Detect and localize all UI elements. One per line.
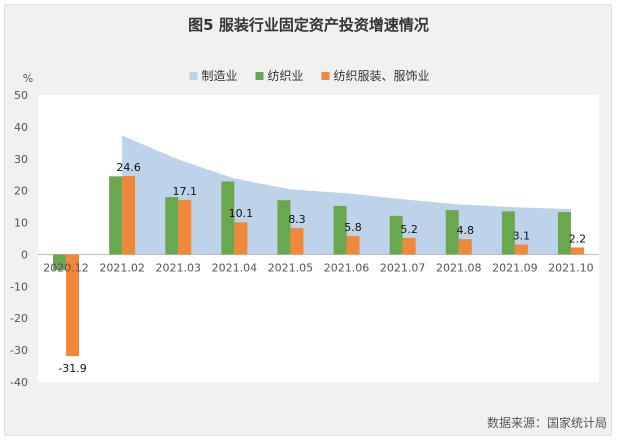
x-tick-label: 2021.08 — [436, 261, 482, 274]
bar-textile — [109, 176, 123, 255]
bar-apparel — [178, 199, 192, 255]
bar-apparel — [234, 222, 248, 255]
bar-apparel — [346, 235, 360, 255]
x-tick-label: 2021.09 — [492, 261, 538, 274]
x-tick-label: 2021.03 — [156, 261, 202, 274]
bar-textile — [221, 181, 235, 255]
bar-textile — [333, 205, 347, 255]
y-tick-label: 30 — [14, 153, 28, 166]
bar-apparel — [570, 247, 584, 255]
legend-label: 制造业 — [202, 69, 238, 83]
legend-label: 纺织服装、服饰业 — [334, 69, 430, 83]
x-tick-label: 2021.07 — [380, 261, 426, 274]
bar-apparel — [458, 239, 472, 255]
y-tick-label: -40 — [10, 376, 28, 389]
bar-textile — [557, 212, 571, 255]
data-source: 数据来源：国家统计局 — [486, 416, 607, 430]
data-label-apparel: 5.8 — [344, 221, 362, 234]
bar-textile — [53, 254, 67, 271]
bar-textile — [445, 210, 459, 255]
y-tick-label: -20 — [10, 312, 28, 325]
x-tick-label: 2021.02 — [99, 261, 145, 274]
data-label-apparel: 3.1 — [513, 230, 531, 243]
bar-apparel — [122, 175, 136, 255]
bar-textile — [277, 200, 291, 255]
bar-textile — [389, 215, 403, 255]
x-tick-label: 2021.06 — [324, 261, 370, 274]
legend-swatch — [189, 72, 198, 80]
bar-apparel — [514, 244, 528, 255]
x-tick-label: 2021.10 — [548, 261, 594, 274]
y-tick-label: 0 — [21, 248, 28, 261]
data-label-apparel: 2.2 — [569, 232, 587, 245]
data-label-apparel: -31.9 — [58, 362, 86, 375]
y-tick-label: 50 — [14, 89, 28, 102]
bar-textile — [501, 211, 515, 255]
bar-apparel — [402, 237, 416, 255]
y-tick-label: -30 — [10, 344, 28, 357]
data-label-apparel: 8.3 — [288, 213, 306, 226]
x-tick-label: 2021.05 — [268, 261, 314, 274]
data-label-apparel: 17.1 — [173, 185, 198, 198]
legend-swatch — [321, 72, 330, 80]
bar-apparel — [66, 254, 80, 357]
legend-label: 纺织业 — [268, 69, 304, 83]
bar-apparel — [290, 227, 304, 255]
chart-title: 图5 服装行业固定资产投资增速情况 — [188, 16, 429, 34]
bar-textile — [165, 197, 179, 255]
y-tick-label: -10 — [10, 280, 28, 293]
y-tick-label: 10 — [14, 217, 28, 230]
data-label-apparel: 5.2 — [400, 223, 418, 236]
y-unit-label: % — [23, 72, 33, 85]
y-tick-label: 40 — [14, 121, 28, 134]
x-tick-label: 2020.12 — [43, 261, 89, 274]
x-tick-label: 2021.04 — [212, 261, 258, 274]
data-label-apparel: 24.6 — [116, 161, 141, 174]
legend-swatch — [255, 72, 264, 80]
data-label-apparel: 4.8 — [457, 224, 475, 237]
data-label-apparel: 10.1 — [229, 207, 254, 220]
y-tick-label: 20 — [14, 185, 28, 198]
